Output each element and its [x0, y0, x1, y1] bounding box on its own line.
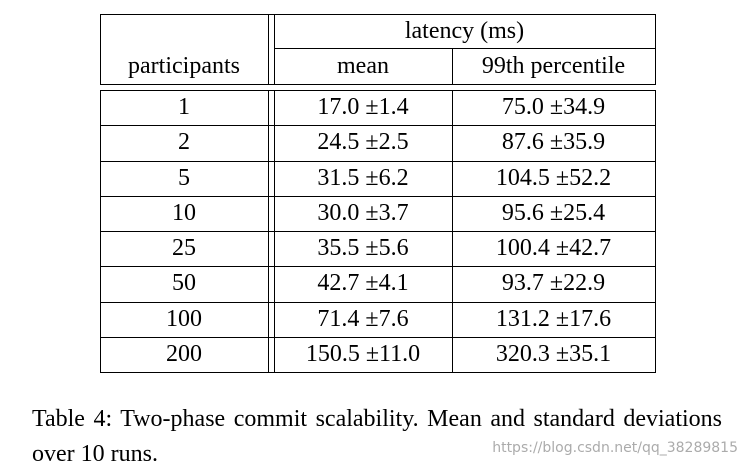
table-rule	[655, 14, 656, 85]
group-header: latency (ms)	[404, 17, 525, 44]
table-cell: 100.4 ±42.7	[495, 235, 612, 262]
table-cell: 200	[166, 340, 202, 367]
table-rule	[100, 84, 655, 85]
table-cell: 42.7 ±4.1	[317, 270, 409, 297]
table-rule	[274, 48, 655, 49]
table-cell: 320.3 ±35.1	[495, 340, 612, 367]
table-cell: 131.2 ±17.6	[495, 305, 612, 332]
watermark: https://blog.csdn.net/qq_38289815	[492, 440, 738, 456]
table-cell: 75.0 ±34.9	[501, 94, 606, 121]
table-cell: 71.4 ±7.6	[317, 305, 409, 332]
table-cell: 100	[166, 305, 202, 332]
table-rule	[100, 372, 655, 373]
table-rule	[452, 48, 453, 84]
table-rule	[100, 336, 655, 338]
table-cell: 2	[178, 129, 190, 156]
table-rule	[100, 14, 101, 84]
table-cell: 35.5 ±5.6	[317, 235, 409, 262]
table-rule	[100, 195, 655, 197]
table-rule	[268, 14, 269, 84]
table-rule	[655, 90, 656, 373]
table-rule	[100, 14, 655, 15]
column-header: participants	[128, 52, 240, 79]
table-rule	[274, 14, 275, 84]
table-rule	[100, 266, 655, 268]
table-cell: 95.6 ±25.4	[501, 199, 606, 226]
table-cell: 17.0 ±1.4	[317, 94, 409, 121]
table-cell: 87.6 ±35.9	[501, 129, 606, 156]
table-cell: 50	[172, 270, 196, 297]
table-cell: 1	[178, 94, 190, 121]
table-cell: 31.5 ±6.2	[317, 164, 409, 191]
table-rule	[100, 125, 655, 127]
table-cell: 150.5 ±11.0	[305, 340, 421, 367]
table-rule	[100, 301, 655, 303]
table-cell: 24.5 ±2.5	[317, 129, 409, 156]
table-rule	[100, 90, 101, 372]
table-rule	[452, 90, 453, 372]
table-rule	[100, 90, 655, 91]
table-rule	[268, 90, 269, 372]
table-cell: 5	[178, 164, 190, 191]
column-header: mean	[337, 52, 389, 79]
table-cell: 25	[172, 235, 196, 262]
table-caption: Table 4: Two-phase commit scalability. M…	[32, 406, 722, 467]
column-header: 99th percentile	[481, 52, 626, 79]
table-rule	[100, 231, 655, 232]
table-rule	[274, 90, 275, 372]
table-cell: 104.5 ±52.2	[495, 164, 612, 191]
table-cell: 93.7 ±22.9	[501, 270, 606, 297]
table-cell: 30.0 ±3.7	[317, 199, 409, 226]
table-cell: 10	[172, 199, 196, 226]
table-rule	[100, 160, 655, 162]
